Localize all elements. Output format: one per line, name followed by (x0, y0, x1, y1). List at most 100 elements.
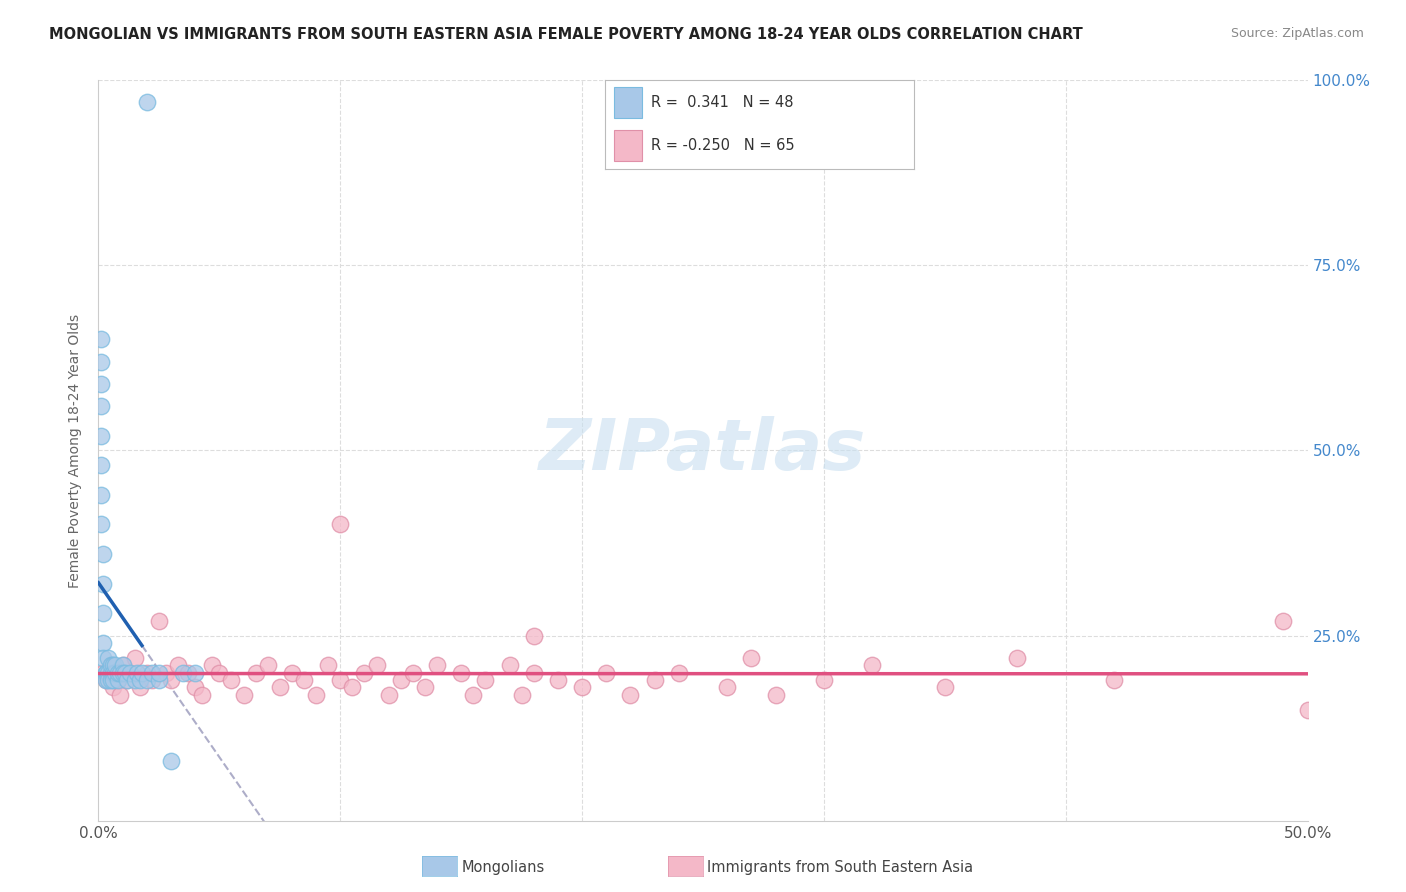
Text: ZIPatlas: ZIPatlas (540, 416, 866, 485)
Point (177, 665, 200, 680)
Point (1007, 650, 1029, 665)
Point (208, 665, 231, 680)
Point (108, 688, 131, 702)
Point (141, 673, 163, 687)
Point (668, 665, 690, 680)
Point (101, 673, 124, 687)
Point (104, 665, 127, 680)
Text: R = -0.250   N = 65: R = -0.250 N = 65 (651, 138, 794, 153)
Point (124, 650, 146, 665)
Point (329, 517, 352, 532)
Point (91, 665, 114, 680)
Point (402, 665, 425, 680)
Point (90, 399, 112, 413)
Point (148, 665, 170, 680)
Point (94, 673, 117, 687)
Point (160, 673, 183, 687)
Point (184, 681, 207, 695)
Point (644, 673, 666, 687)
Point (316, 658, 339, 673)
Point (97, 650, 120, 665)
Point (716, 681, 738, 695)
Point (111, 665, 134, 680)
Point (191, 688, 214, 702)
Point (184, 665, 207, 680)
Point (91, 636, 114, 650)
Point (111, 658, 134, 673)
Point (91, 576, 114, 591)
Point (523, 628, 546, 642)
Point (366, 658, 388, 673)
Point (934, 681, 956, 695)
Point (94, 665, 117, 680)
Point (281, 665, 304, 680)
Point (118, 665, 141, 680)
Point (100, 673, 122, 687)
Point (131, 665, 153, 680)
Point (97, 665, 120, 680)
Point (90, 376, 112, 391)
Point (101, 681, 124, 695)
Point (100, 658, 122, 673)
Point (498, 658, 520, 673)
Text: Immigrants from South Eastern Asia: Immigrants from South Eastern Asia (707, 860, 973, 874)
Point (111, 658, 134, 673)
Point (118, 665, 141, 680)
Point (201, 658, 224, 673)
Point (91, 650, 114, 665)
Point (342, 681, 364, 695)
Point (90, 517, 112, 532)
Point (160, 755, 183, 769)
Point (100, 658, 122, 673)
Point (426, 658, 449, 673)
Point (127, 665, 149, 680)
Point (1272, 614, 1295, 628)
Point (148, 673, 170, 687)
Point (128, 673, 150, 687)
Point (1296, 703, 1319, 717)
Point (124, 673, 146, 687)
Text: Source: ZipAtlas.com: Source: ZipAtlas.com (1230, 27, 1364, 40)
Point (94, 665, 117, 680)
Point (91, 607, 114, 621)
Text: MONGOLIAN VS IMMIGRANTS FROM SOUTH EASTERN ASIA FEMALE POVERTY AMONG 18-24 YEAR : MONGOLIAN VS IMMIGRANTS FROM SOUTH EASTE… (49, 27, 1083, 42)
Point (90, 428, 112, 442)
Point (117, 673, 139, 687)
Point (101, 658, 124, 673)
Point (413, 681, 436, 695)
Point (107, 673, 129, 687)
Point (389, 673, 412, 687)
Point (114, 665, 136, 680)
Point (813, 673, 835, 687)
Point (353, 665, 375, 680)
Point (117, 673, 139, 687)
Point (107, 673, 129, 687)
Point (377, 688, 399, 702)
Y-axis label: Female Poverty Among 18-24 Year Olds: Female Poverty Among 18-24 Year Olds (69, 313, 83, 588)
Point (172, 665, 194, 680)
Point (329, 673, 352, 687)
Point (128, 681, 150, 695)
Point (90, 488, 112, 502)
Point (90, 458, 112, 473)
Point (167, 658, 190, 673)
Point (740, 650, 762, 665)
Point (104, 658, 127, 673)
Bar (614, 130, 641, 161)
Point (463, 688, 485, 702)
Point (245, 665, 267, 680)
Point (148, 614, 170, 628)
Bar (614, 87, 641, 118)
Point (94, 673, 117, 687)
Point (595, 665, 617, 680)
Point (269, 681, 291, 695)
Point (135, 95, 157, 110)
Point (232, 688, 254, 702)
Point (94, 665, 117, 680)
Point (256, 658, 278, 673)
Point (90, 332, 112, 346)
Point (100, 665, 122, 680)
Point (101, 665, 124, 680)
Point (108, 665, 131, 680)
Point (450, 665, 472, 680)
